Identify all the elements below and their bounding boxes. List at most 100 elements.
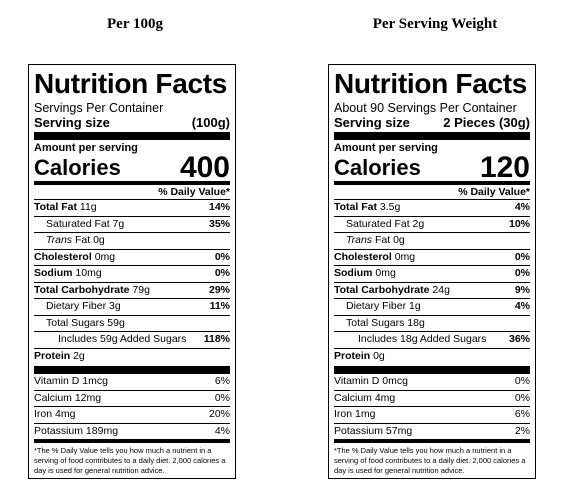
nutrient-dv: 0% — [214, 250, 230, 263]
servings-per-container: Servings Per Container — [34, 101, 164, 115]
per-100g-heading: Per 100g — [107, 16, 163, 32]
calories-value: 400 — [179, 151, 230, 184]
nutrition-facts-title: Nutrition Facts — [34, 68, 228, 99]
nutrient-dv: 6% — [514, 408, 530, 420]
nutrition-label-per-serving: Nutrition Facts About 90 Servings Per Co… — [328, 64, 536, 479]
total-carbohydrate-row: Total Carbohydrate 79g 29% — [34, 283, 230, 299]
nutrient-label-italic: Trans — [46, 234, 73, 246]
nutrient-label: Includes 18g Added Sugars — [358, 333, 487, 345]
nutrient-amount: 11g — [79, 201, 97, 213]
vitamin-d-row: Vitamin D 0mcg 0% — [334, 374, 530, 391]
nutrient-label: Cholesterol — [334, 250, 392, 263]
nutrient-amount: 79g — [132, 283, 150, 296]
added-sugars-row: Includes 18g Added Sugars 36% — [334, 332, 530, 349]
serving-size-label: Serving size — [34, 115, 110, 130]
nutrient-label: Iron 4mg — [34, 408, 76, 420]
serving-size-value: 2 Pieces (30g) — [443, 115, 530, 130]
serving-size-label: Serving size — [334, 115, 410, 130]
nutrient-amount: 2g — [73, 349, 85, 362]
trans-fat-row: Trans Fat 0g — [334, 233, 530, 250]
nutrient-dv: 4% — [214, 424, 230, 437]
protein-row: Protein 0g — [334, 349, 530, 365]
total-sugars-row: Total Sugars 59g — [34, 316, 230, 332]
divider-medium — [34, 439, 230, 443]
nutrient-dv: 2% — [514, 424, 530, 437]
calories-row: Calories 120 — [334, 153, 530, 183]
calories-label: Calories — [34, 155, 121, 180]
nutrient-label: Total Carbohydrate — [34, 283, 130, 296]
servings-per-container: About 90 Servings Per Container — [334, 101, 517, 115]
nutrient-label: Vitamin D 1mcg — [34, 375, 108, 387]
nutrient-dv: 29% — [208, 283, 230, 296]
nutrient-dv: 0% — [514, 375, 530, 387]
total-carbohydrate-row: Total Carbohydrate 24g 9% — [334, 283, 530, 299]
protein-row: Protein 2g — [34, 349, 230, 365]
nutrient-dv: 118% — [203, 333, 230, 345]
nutrient-label: Total Sugars 18g — [346, 316, 425, 329]
iron-row: Iron 1mg 6% — [334, 407, 530, 424]
nutrient-amount: 0mg — [394, 250, 416, 263]
amount-per-serving: Amount per serving — [334, 142, 438, 154]
nutrient-label: Saturated Fat 2g — [346, 217, 425, 230]
nutrient-label: Potassium 57mg — [334, 424, 413, 437]
nutrient-amount: 3.5g — [379, 201, 401, 213]
divider-medium — [334, 439, 530, 443]
divider-medium — [334, 181, 530, 185]
nutrition-facts-title: Nutrition Facts — [334, 68, 528, 99]
serving-size-row: Serving size 2 Pieces (30g) — [334, 115, 530, 130]
nutrient-label: Fat 0g — [374, 234, 405, 246]
nutrient-label: Cholesterol — [34, 250, 92, 263]
nutrient-dv: 36% — [508, 333, 530, 345]
nutrient-label: Saturated Fat 7g — [46, 217, 125, 230]
nutrient-label: Iron 1mg — [334, 408, 376, 420]
nutrient-dv: 0% — [514, 267, 530, 279]
nutrient-dv: 4% — [514, 300, 530, 312]
total-fat-row: Total Fat 11g 14% — [34, 200, 230, 217]
added-sugars-row: Includes 59g Added Sugars 118% — [34, 332, 230, 349]
nutrient-label: Total Carbohydrate — [334, 283, 430, 296]
potassium-row: Potassium 189mg 4% — [34, 424, 230, 440]
divider-thick — [334, 366, 530, 374]
amount-per-serving: Amount per serving — [34, 142, 138, 154]
calcium-row: Calcium 4mg 0% — [334, 391, 530, 407]
divider-medium — [34, 181, 230, 185]
nutrient-amount: 0mg — [375, 267, 396, 279]
nutrient-dv: 0% — [514, 250, 530, 263]
nutrient-label: Potassium 189mg — [34, 424, 119, 437]
dietary-fiber-row: Dietary Fiber 3g 11% — [34, 299, 230, 316]
nutrient-dv: 20% — [208, 408, 230, 420]
saturated-fat-row: Saturated Fat 7g 35% — [34, 217, 230, 233]
total-fat-row: Total Fat 3.5g 4% — [334, 200, 530, 217]
calories-row: Calories 400 — [34, 151, 230, 184]
nutrient-label: Protein — [334, 349, 371, 362]
sodium-row: Sodium 10mg 0% — [34, 266, 230, 283]
dietary-fiber-row: Dietary Fiber 1g 4% — [334, 299, 530, 316]
nutrient-label: Includes 59g Added Sugars — [58, 333, 187, 345]
nutrient-dv: 14% — [208, 201, 230, 213]
calcium-row: Calcium 12mg 0% — [34, 391, 230, 407]
cholesterol-row: Cholesterol 0mg 0% — [334, 250, 530, 266]
nutrient-amount: 10mg — [75, 267, 102, 279]
divider-thick — [334, 132, 530, 140]
potassium-row: Potassium 57mg 2% — [334, 424, 530, 440]
nutrient-dv: 6% — [214, 375, 230, 387]
nutrient-label: Calcium 4mg — [334, 391, 396, 404]
nutrient-label: Total Fat — [334, 201, 377, 213]
nutrient-dv: 4% — [514, 201, 530, 213]
per-serving-heading: Per Serving Weight — [372, 16, 498, 32]
nutrient-label-italic: Trans — [346, 234, 373, 246]
divider-thick — [34, 132, 230, 140]
nutrient-amount: 0g — [373, 349, 385, 362]
serving-size-row: Serving size (100g) — [34, 115, 230, 130]
nutrition-label-per-100g: Nutrition Facts Servings Per Container S… — [28, 64, 236, 479]
nutrient-label: Protein — [34, 349, 71, 362]
daily-value-footnote: *The % Daily Value tells you how much a … — [34, 446, 226, 475]
nutrient-label: Sodium — [34, 267, 73, 279]
nutrient-dv: 10% — [508, 217, 530, 230]
nutrient-dv: 9% — [514, 283, 530, 296]
nutrient-dv: 0% — [214, 267, 230, 279]
sodium-row: Sodium 0mg 0% — [334, 266, 530, 283]
nutrient-label: Total Fat — [34, 201, 77, 213]
daily-value-header: % Daily Value* — [334, 185, 530, 200]
nutrient-label: Dietary Fiber 1g — [346, 300, 421, 312]
